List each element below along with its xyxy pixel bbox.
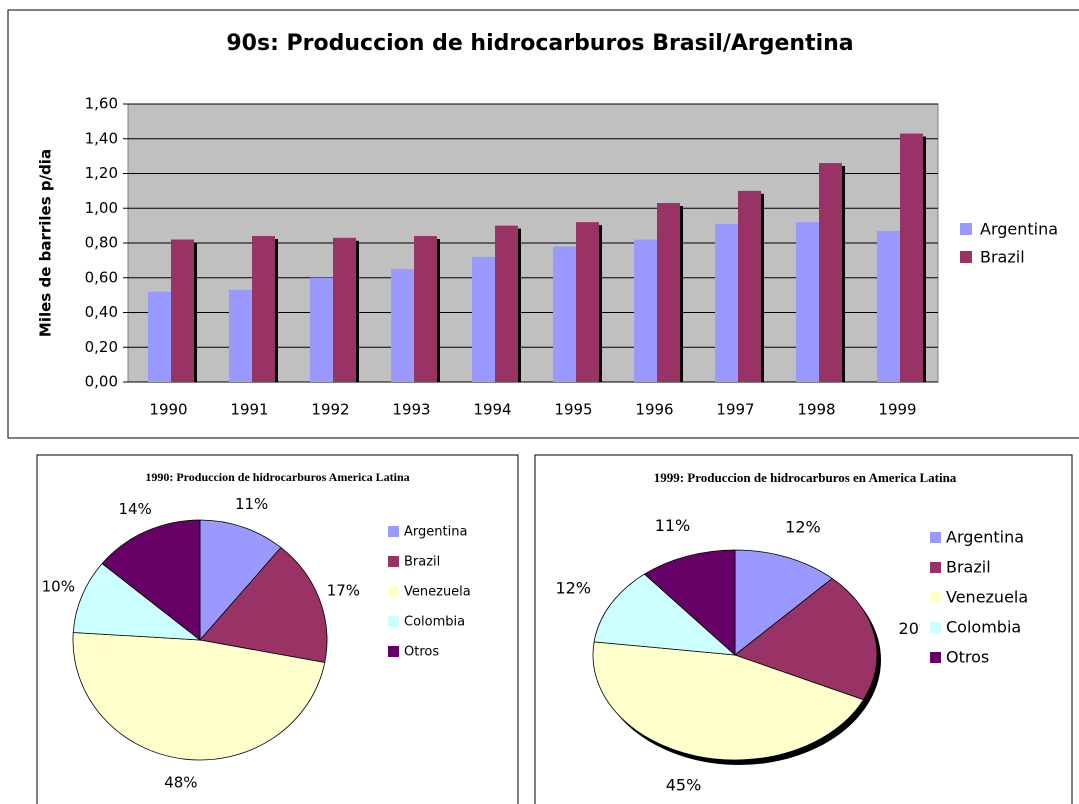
bar [715, 223, 738, 382]
x-tick-label: 1999 [878, 401, 916, 419]
bar [634, 239, 657, 382]
legend-swatch [930, 562, 941, 573]
x-tick-label: 1990 [149, 401, 187, 419]
bar [657, 203, 680, 382]
legend-label: Argentina [980, 220, 1058, 239]
x-tick-label: 1998 [797, 401, 835, 419]
legend-label: Venezuela [946, 588, 1028, 607]
legend-label: Colombia [946, 618, 1021, 637]
pie-slice [72, 562, 202, 641]
pie-slice [199, 546, 328, 663]
bar [171, 239, 194, 382]
y-tick-label: 0,20 [85, 338, 118, 356]
pie-title: 1999: Produccion de hidrocarburos en Ame… [653, 470, 957, 485]
pie-slice [72, 632, 326, 761]
bar [229, 289, 252, 382]
pie-title: 1990: Produccion de hidrocarburos Americ… [145, 470, 410, 484]
bar [819, 163, 842, 382]
bar [796, 222, 819, 382]
data-label: 12% [785, 518, 821, 537]
y-tick-label: 0,00 [85, 373, 118, 391]
legend-swatch [930, 532, 941, 543]
y-tick-label: 1,40 [85, 129, 118, 147]
bar [333, 237, 356, 382]
y-tick-label: 0,80 [85, 234, 118, 252]
pie-slice [734, 549, 833, 656]
x-tick-label: 1993 [392, 401, 430, 419]
legend-swatch [960, 251, 972, 263]
bar [310, 277, 333, 382]
legend-swatch [930, 592, 941, 603]
legend-label: Argentina [404, 525, 467, 540]
data-label: 14% [118, 500, 151, 518]
data-label: 11% [235, 495, 268, 513]
y-tick-label: 0,60 [85, 268, 118, 286]
y-axis-label: Miles de barriles p/dia [37, 149, 55, 337]
bar [553, 246, 576, 382]
legend-label: Brazil [946, 558, 991, 577]
x-tick-label: 1996 [635, 401, 673, 419]
y-tick-label: 1,60 [85, 95, 118, 113]
bar [495, 225, 518, 382]
legend-swatch [388, 526, 399, 537]
pie-slice [101, 519, 201, 641]
bar [148, 291, 171, 382]
legend-bg [920, 523, 1055, 673]
pie-slice [643, 549, 736, 656]
legend-label: Argentina [946, 528, 1024, 547]
legend-label: Otros [404, 645, 439, 660]
pie-slice [593, 573, 737, 656]
x-tick-label: 1992 [311, 401, 349, 419]
bar [252, 236, 275, 382]
data-label: 12% [555, 579, 591, 598]
y-tick-label: 1,20 [85, 164, 118, 182]
legend-swatch [388, 646, 399, 657]
legend-swatch [388, 556, 399, 567]
bar [391, 269, 414, 382]
bar [414, 236, 437, 382]
data-label: 45% [666, 776, 702, 795]
data-label: 48% [164, 773, 197, 791]
x-tick-label: 1995 [554, 401, 592, 419]
legend-swatch [960, 223, 972, 235]
data-label: 17% [327, 582, 360, 600]
legend-swatch [388, 616, 399, 627]
legend-label: Brazil [404, 555, 440, 570]
pie-slice [734, 577, 878, 701]
x-tick-label: 1997 [716, 401, 754, 419]
legend-label: Brazil [980, 248, 1025, 267]
x-tick-label: 1991 [230, 401, 268, 419]
bar [472, 256, 495, 382]
pie-slice [199, 519, 282, 642]
legend-swatch [930, 652, 941, 663]
legend-swatch [388, 586, 399, 597]
data-label: 11% [655, 516, 691, 535]
legend-swatch [930, 622, 941, 633]
bar [738, 190, 761, 382]
legend-label: Colombia [404, 615, 465, 630]
y-tick-label: 0,40 [85, 303, 118, 321]
bar [900, 133, 923, 382]
data-label: 10% [42, 577, 75, 595]
pie-slice [592, 641, 865, 761]
y-tick-label: 1,00 [85, 199, 118, 217]
chart-title: 90s: Produccion de hidrocarburos Brasil/… [226, 31, 853, 56]
bar [576, 222, 599, 382]
legend-label: Otros [946, 648, 989, 667]
bar [877, 230, 900, 382]
legend-label: Venezuela [404, 585, 471, 600]
x-tick-label: 1994 [473, 401, 511, 419]
